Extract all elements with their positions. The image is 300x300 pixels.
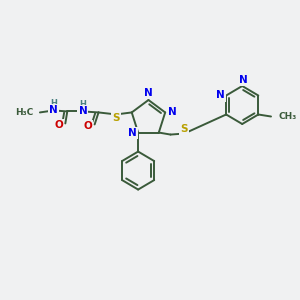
Text: S: S xyxy=(180,124,188,134)
Text: N: N xyxy=(144,88,153,98)
Text: N: N xyxy=(128,128,136,138)
Text: N: N xyxy=(239,75,248,85)
Text: H: H xyxy=(50,99,57,108)
Text: CH₃: CH₃ xyxy=(279,112,297,121)
Text: N: N xyxy=(216,91,225,100)
Text: O: O xyxy=(54,120,63,130)
Text: N: N xyxy=(168,107,176,117)
Text: H₃C: H₃C xyxy=(15,108,33,117)
Text: S: S xyxy=(112,113,120,123)
Text: O: O xyxy=(83,122,92,131)
Text: H: H xyxy=(80,100,86,109)
Text: N: N xyxy=(79,106,87,116)
Text: N: N xyxy=(49,105,58,116)
